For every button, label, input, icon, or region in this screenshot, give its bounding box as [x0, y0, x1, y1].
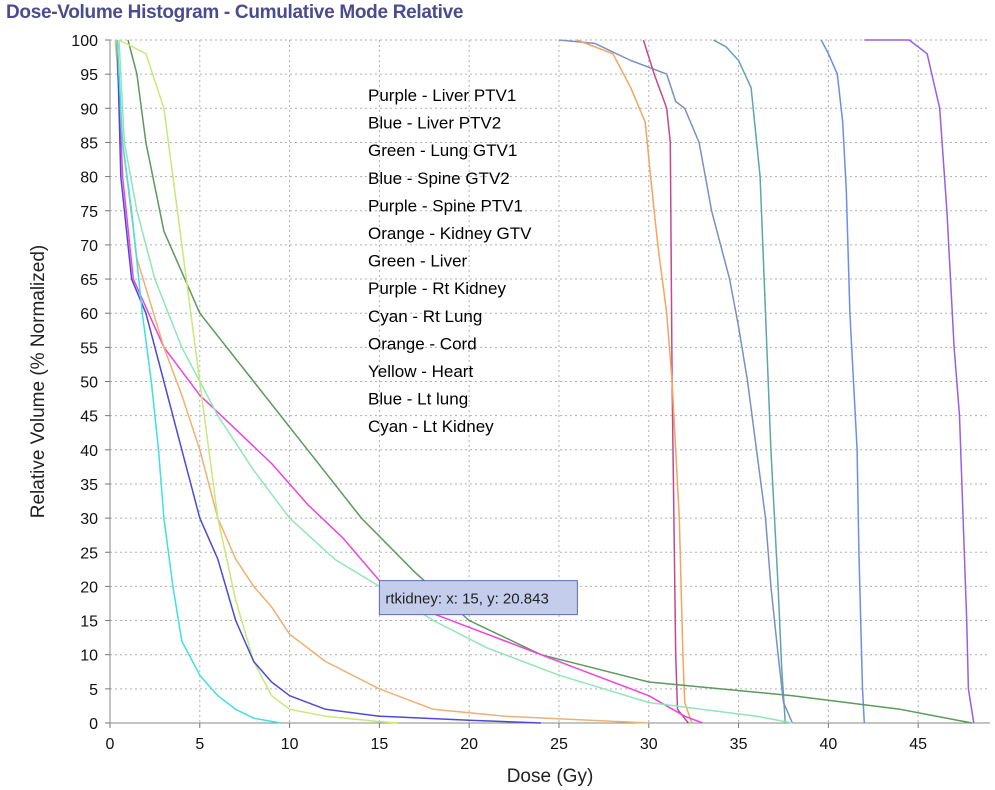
legend-entry: Cyan - Rt Lung [368, 307, 482, 326]
y-tick-label: 10 [80, 648, 98, 665]
x-tick-label: 0 [106, 736, 115, 753]
y-tick-label: 15 [80, 614, 98, 631]
series-line-9 [114, 39, 649, 724]
y-tick-label: 60 [80, 306, 98, 323]
legend-entry: Orange - Cord [368, 334, 477, 353]
x-tick-label: 35 [730, 736, 748, 753]
x-axis-label: Dose (Gy) [507, 766, 594, 787]
x-tick-label: 45 [909, 736, 927, 753]
y-tick-label: 0 [89, 716, 98, 733]
data-tooltip: rtkidney: x: 15, y: 20.843 [378, 580, 578, 616]
tooltip-box [378, 580, 578, 616]
y-tick-label: 45 [80, 409, 98, 426]
series-line-2 [713, 39, 787, 724]
series-line-1 [820, 39, 866, 724]
x-tick-label: 5 [195, 736, 204, 753]
y-tick-label: 40 [80, 443, 98, 460]
chart-title: Dose-Volume Histogram - Cumulative Mode … [6, 2, 464, 23]
series-line-12 [116, 39, 281, 724]
series-line-0 [864, 39, 975, 724]
y-tick-label: 65 [80, 272, 98, 289]
series-line-5 [576, 39, 693, 724]
series-line-10 [118, 39, 398, 724]
legend-text: Purple - Liver PTV1 Blue - Liver PTV2 Gree… [368, 86, 532, 436]
x-ticks: 0 5 10 15 20 25 30 35 40 45 [106, 723, 927, 753]
y-tick-label: 30 [80, 511, 98, 528]
legend-entry: Orange - Kidney GTV [368, 224, 532, 243]
y-tick-label: 80 [80, 170, 98, 187]
x-tick-label: 40 [819, 736, 837, 753]
y-tick-label: 50 [80, 375, 98, 392]
series-line-3 [558, 39, 794, 724]
tooltip-text: rtkidney: x: 15, y: 20.843 [385, 591, 548, 608]
y-tick-label: 90 [80, 101, 98, 118]
x-tick-label: 25 [550, 736, 568, 753]
y-tick-label: 5 [89, 682, 98, 699]
y-tick-label: 70 [80, 238, 98, 255]
x-tick-label: 15 [370, 736, 388, 753]
legend-entry: Blue - Liver PTV2 [368, 114, 501, 133]
y-tick-label: 95 [80, 67, 98, 84]
series-line-11 [116, 39, 542, 724]
y-tick-label: 100 [71, 33, 98, 50]
y-tick-label: 85 [80, 135, 98, 152]
legend-entry: Blue - Spine GTV2 [368, 169, 510, 188]
series-line-6 [127, 39, 973, 724]
y-tick-label: 20 [80, 579, 98, 596]
x-tick-label: 30 [640, 736, 658, 753]
y-tick-label: 75 [80, 204, 98, 221]
y-tick-label: 35 [80, 477, 98, 494]
legend-entry: Yellow - Heart [368, 362, 473, 381]
legend-entry: Green - Liver [368, 252, 468, 271]
x-tick-label: 10 [281, 736, 299, 753]
legend-entry: Purple - Liver PTV1 [368, 86, 516, 105]
y-tick-label: 25 [80, 545, 98, 562]
legend-entry: Blue - Lt lung [368, 390, 468, 409]
y-axis-label: Relative Volume (% Normalized) [28, 245, 49, 519]
y-tick-label: 55 [80, 340, 98, 357]
y-ticks: 0 5 10 15 20 25 30 35 40 45 50 55 60 65 70 75 80 85 90 95 10… [71, 33, 110, 733]
series-line-8 [118, 39, 793, 724]
x-tick-label: 20 [460, 736, 478, 753]
legend-entry: Cyan - Lt Kidney [368, 417, 494, 436]
series-line-7 [116, 39, 703, 724]
legend-entry: Green - Lung GTV1 [368, 141, 517, 160]
legend-entry: Purple - Spine PTV1 [368, 196, 523, 215]
legend-entry: Purple - Rt Kidney [368, 279, 506, 298]
series-lines [114, 39, 975, 724]
